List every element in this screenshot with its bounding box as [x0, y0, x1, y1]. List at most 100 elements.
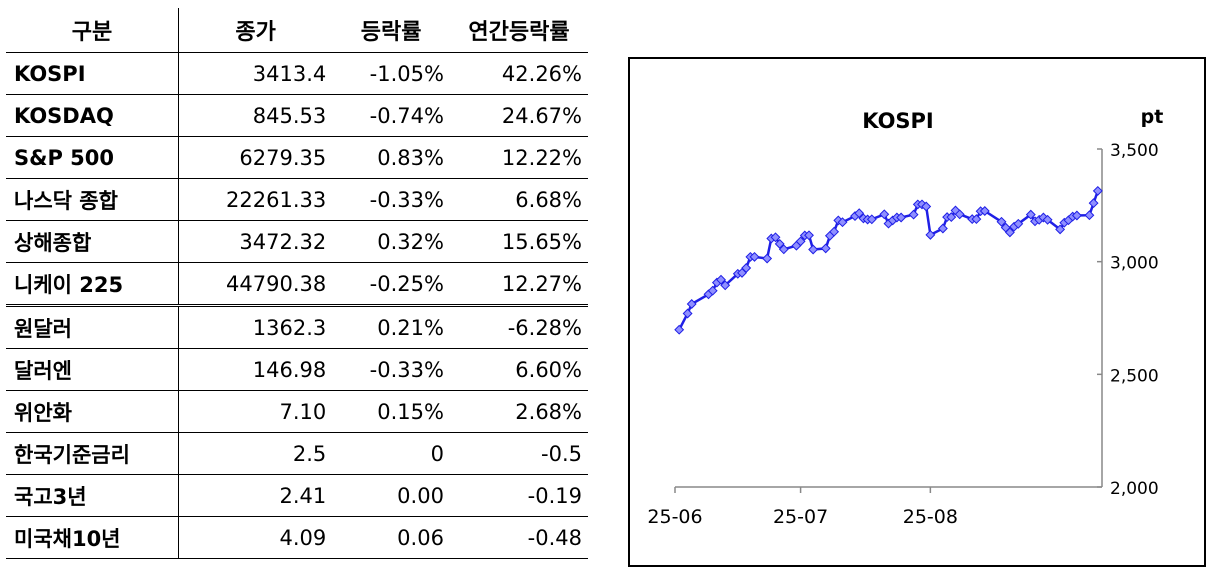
row-name: 위안화: [6, 390, 179, 433]
row-ytd-change: 6.68%: [449, 178, 588, 221]
data-point: [1055, 224, 1066, 235]
row-name: 미국채10년: [6, 516, 179, 559]
data-point: [795, 236, 806, 247]
data-point: [720, 280, 731, 291]
x-tick-label: 25-06: [647, 506, 702, 528]
row-change: -0.33%: [332, 178, 450, 221]
data-point: [808, 244, 819, 255]
y-tick-label: 3,500: [1110, 141, 1159, 161]
row-change: -1.05%: [332, 52, 450, 95]
table-row: 미국채10년 4.09 0.06 -0.48: [6, 516, 588, 559]
data-point: [921, 201, 932, 212]
data-point: [1088, 198, 1099, 209]
row-ytd-change: 42.26%: [449, 52, 588, 95]
table-row: 상해종합 3472.32 0.32% 15.65%: [6, 220, 588, 263]
row-ytd-change: 15.65%: [449, 220, 588, 263]
row-ytd-change: 24.67%: [449, 94, 588, 137]
data-point: [778, 244, 789, 255]
row-change: -0.25%: [332, 262, 450, 307]
row-change: 0.06: [332, 516, 450, 559]
y-tick-label: 2,500: [1110, 366, 1159, 386]
row-close: 3472.32: [178, 220, 333, 263]
row-name: 달러엔: [6, 348, 179, 391]
row-change: -0.33%: [332, 348, 450, 391]
table-row: 원달러 1362.3 0.21% -6.28%: [6, 305, 588, 349]
header-change: 등락률: [332, 8, 450, 53]
header-category: 구분: [6, 8, 179, 53]
data-point: [804, 230, 814, 241]
market-summary-table: 구분 종가 등락률 연간등락률 KOSPI 3413.4 -1.05% 42.26% K…: [6, 8, 588, 559]
data-point: [837, 217, 848, 228]
series-line: [678, 190, 1099, 331]
table-header-row: 구분 종가 등락률 연간등락률: [6, 8, 588, 53]
table-row: 나스닥 종합 22261.33 -0.33% 6.68%: [6, 178, 588, 221]
table-row: KOSPI 3413.4 -1.05% 42.26%: [6, 52, 588, 95]
row-change: -0.74%: [332, 94, 450, 137]
row-ytd-change: 12.22%: [449, 136, 588, 179]
row-close: 1362.3: [178, 305, 333, 349]
data-point: [820, 243, 831, 254]
data-point: [1071, 210, 1082, 221]
row-ytd-change: 2.68%: [449, 390, 588, 433]
row-close: 22261.33: [178, 178, 333, 221]
chart-title: KOSPI: [862, 109, 934, 133]
row-ytd-change: -0.48: [449, 516, 588, 559]
row-change: 0.83%: [332, 136, 450, 179]
data-point: [716, 274, 726, 285]
data-point: [674, 324, 685, 335]
row-close: 44790.38: [178, 262, 333, 307]
row-close: 2.41: [178, 474, 333, 517]
row-name: 한국기준금리: [6, 432, 179, 475]
row-ytd-change: 12.27%: [449, 262, 588, 307]
data-point: [686, 299, 697, 309]
row-change: 0.15%: [332, 390, 450, 433]
row-close: 3413.4: [178, 52, 333, 95]
row-close: 146.98: [178, 348, 333, 391]
row-close: 2.5: [178, 432, 333, 475]
row-name: 니케이 225: [6, 262, 179, 307]
data-point: [925, 229, 936, 240]
x-tick-label: 25-07: [773, 506, 828, 528]
row-ytd-change: -0.5: [449, 432, 588, 475]
data-point: [1025, 209, 1036, 220]
header-ytd-change: 연간등락률: [449, 8, 588, 53]
data-point: [954, 209, 965, 220]
data-point: [971, 214, 982, 225]
data-point: [741, 263, 752, 273]
row-ytd-change: -6.28%: [449, 305, 588, 349]
row-change: 0.32%: [332, 220, 450, 263]
data-point: [1042, 214, 1053, 225]
data-point: [854, 208, 865, 219]
table-row: KOSDAQ 845.53 -0.74% 24.67%: [6, 94, 588, 137]
row-name: KOSPI: [6, 52, 179, 95]
row-close: 845.53: [178, 94, 333, 137]
row-change: 0.00: [332, 474, 450, 517]
row-change: 0: [332, 432, 450, 475]
data-point: [866, 214, 877, 225]
data-point: [946, 212, 957, 223]
table-row: 달러엔 146.98 -0.33% 6.60%: [6, 348, 588, 391]
data-point: [896, 212, 907, 223]
row-close: 6279.35: [178, 136, 333, 179]
data-point: [707, 285, 718, 296]
data-point: [1092, 185, 1103, 196]
row-change: 0.21%: [332, 305, 450, 349]
y-tick-label: 3,000: [1110, 254, 1159, 274]
data-point: [1013, 218, 1024, 229]
row-name: 나스닥 종합: [6, 178, 179, 221]
data-point: [682, 308, 693, 319]
header-close: 종가: [178, 8, 333, 53]
y-axis-unit-label: pt: [1141, 106, 1164, 128]
row-name: 원달러: [6, 305, 179, 349]
data-point: [829, 226, 840, 237]
data-point: [979, 206, 990, 216]
data-point: [774, 238, 785, 249]
data-point: [749, 251, 760, 262]
data-point: [770, 232, 781, 243]
data-point: [937, 223, 948, 234]
row-close: 4.09: [178, 516, 333, 559]
row-name: KOSDAQ: [6, 94, 179, 137]
table-row: S&P 500 6279.35 0.83% 12.22%: [6, 136, 588, 179]
row-name: 상해종합: [6, 220, 179, 263]
row-ytd-change: 6.60%: [449, 348, 588, 391]
